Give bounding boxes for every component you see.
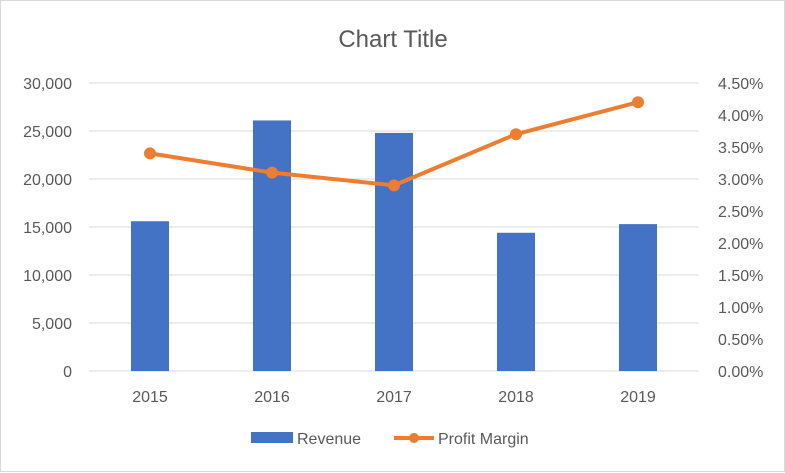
right-tick-label: 3.50% [718, 140, 763, 157]
x-tick-label: 2016 [254, 389, 290, 406]
x-tick-label: 2018 [498, 389, 534, 406]
x-tick-label: 2017 [376, 389, 412, 406]
legend-swatch-revenue [251, 432, 293, 443]
chart-title: Chart Title [338, 26, 447, 53]
right-tick-label: 4.50% [718, 76, 763, 93]
left-tick-label: 0 [63, 364, 72, 381]
left-tick-label: 15,000 [23, 220, 72, 237]
profit-margin-point [632, 96, 644, 109]
right-tick-label: 4.00% [718, 108, 763, 125]
legend-label-profit-margin: Profit Margin [438, 431, 529, 448]
profit-margin-point [510, 128, 522, 141]
right-tick-label: 3.00% [718, 172, 763, 189]
right-tick-label: 0.50% [718, 332, 763, 349]
left-axis-ticks: 0 5,000 10,000 15,000 20,000 25,000 30,000 [23, 76, 72, 381]
left-tick-label: 25,000 [23, 124, 72, 141]
legend: Revenue Profit Margin [251, 431, 529, 448]
left-tick-label: 30,000 [23, 76, 72, 93]
profit-margin-point [144, 147, 156, 160]
revenue-bar [619, 224, 657, 371]
profit-margin-point [266, 166, 278, 179]
x-tick-label: 2015 [132, 389, 168, 406]
legend-label-revenue: Revenue [297, 431, 361, 448]
left-tick-label: 20,000 [23, 172, 72, 189]
legend-swatch-profit-marker [409, 433, 419, 443]
revenue-bar [497, 232, 535, 371]
right-tick-label: 2.00% [718, 236, 763, 253]
x-tick-label: 2019 [620, 389, 656, 406]
revenue-bar [375, 132, 413, 371]
right-axis-ticks: 0.00% 0.50% 1.00% 1.50% 2.00% 2.50% 3.00% 3.50%… [718, 76, 763, 381]
left-tick-label: 5,000 [32, 316, 72, 333]
right-tick-label: 1.00% [718, 300, 763, 317]
profit-margin-point [388, 179, 400, 192]
profit-margin-line [144, 96, 644, 192]
right-tick-label: 1.50% [718, 268, 763, 285]
revenue-bar [253, 120, 291, 371]
revenue-bar [131, 221, 169, 371]
right-tick-label: 2.50% [718, 204, 763, 221]
revenue-bars [131, 120, 657, 371]
left-tick-label: 10,000 [23, 268, 72, 285]
right-tick-label: 0.00% [718, 364, 763, 381]
x-axis-ticks: 2015 2016 2017 2018 2019 [132, 389, 656, 406]
